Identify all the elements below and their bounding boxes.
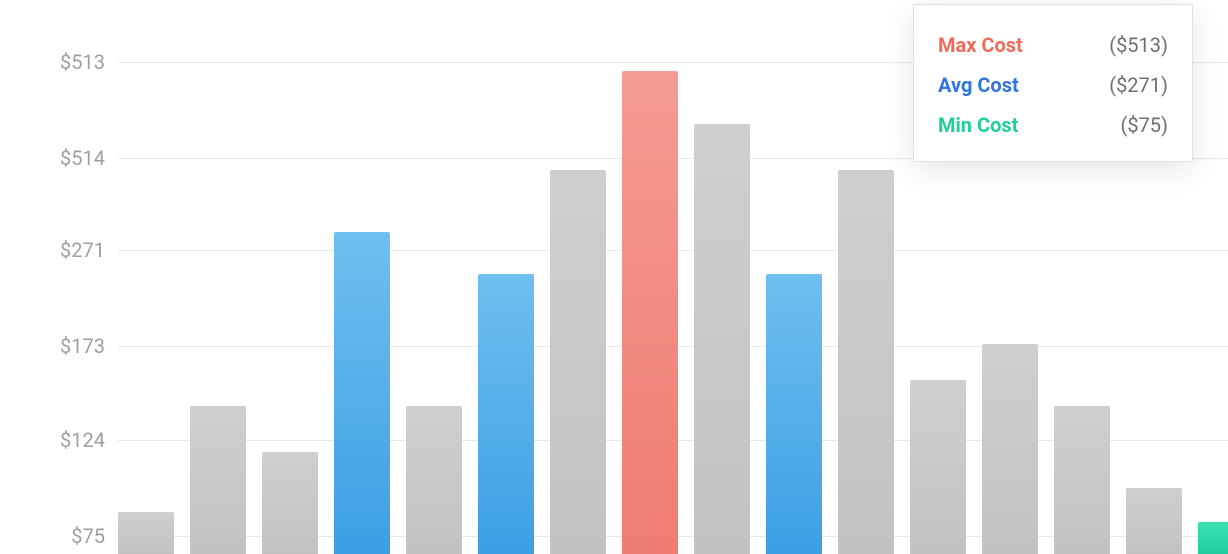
y-tick-label: $513 (60, 50, 105, 74)
bar (478, 274, 534, 554)
bar (622, 71, 678, 554)
bar (766, 274, 822, 554)
bar (1126, 488, 1182, 554)
bar (982, 344, 1038, 554)
bar (118, 512, 174, 554)
bar (1054, 406, 1110, 554)
bar (1198, 522, 1228, 554)
legend-label: Max Cost (938, 33, 1023, 57)
bar (406, 406, 462, 554)
legend-label: Avg Cost (938, 73, 1019, 97)
y-tick-label: $173 (60, 334, 105, 358)
y-tick-label: $75 (71, 524, 105, 548)
bar (190, 406, 246, 554)
bar (694, 124, 750, 554)
legend-value: ($75) (1120, 113, 1168, 137)
y-tick-label: $514 (60, 146, 105, 170)
legend-value: ($513) (1109, 33, 1168, 57)
y-tick-label: $271 (60, 238, 105, 262)
bar (838, 170, 894, 554)
legend-row: Min Cost ($75) (938, 105, 1168, 145)
legend-row: Avg Cost ($271) (938, 65, 1168, 105)
y-tick-label: $124 (60, 428, 105, 452)
cost-bar-chart: $513 $514 $271 $173 $124 $75 Max Cost ($513) Av… (0, 0, 1228, 554)
bar (334, 232, 390, 554)
y-axis: $513 $514 $271 $173 $124 $75 (0, 0, 115, 554)
legend-row: Max Cost ($513) (938, 25, 1168, 65)
bar (910, 380, 966, 554)
legend-card: Max Cost ($513) Avg Cost ($271) Min Cost ($75… (913, 4, 1193, 162)
legend-value: ($271) (1109, 73, 1168, 97)
legend-label: Min Cost (938, 113, 1018, 137)
bar (262, 452, 318, 554)
bar (550, 170, 606, 554)
